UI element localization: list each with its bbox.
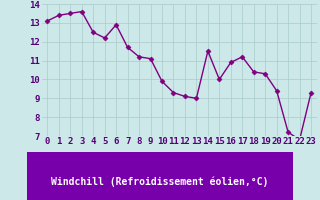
Text: Windchill (Refroidissement éolien,°C): Windchill (Refroidissement éolien,°C) <box>51 177 269 187</box>
